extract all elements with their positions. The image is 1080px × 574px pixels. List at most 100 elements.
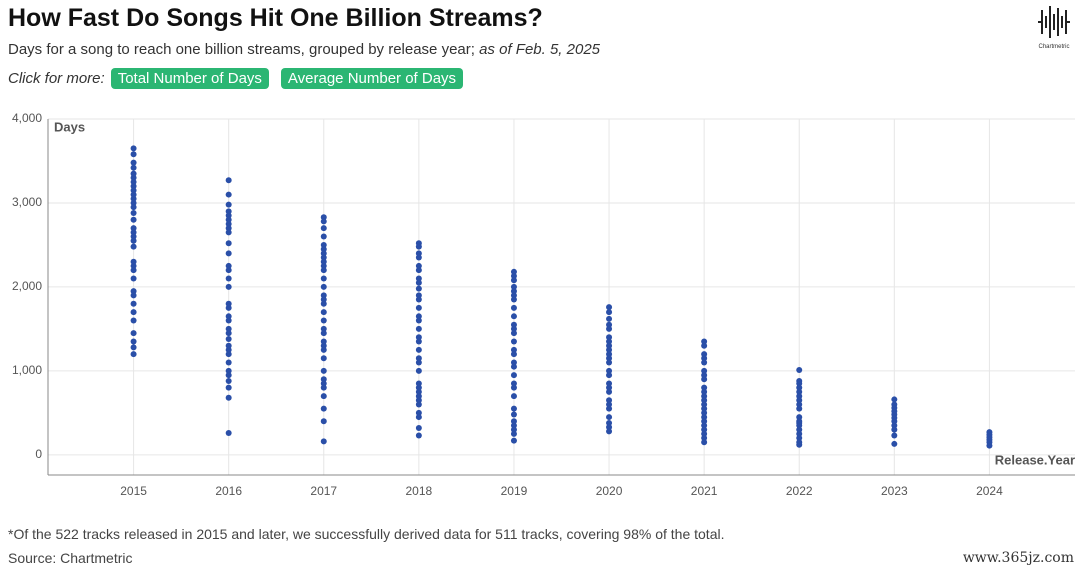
point [510,372,517,379]
point [415,393,422,400]
point [320,250,327,257]
point [320,393,327,400]
point [891,418,898,425]
point [510,405,517,412]
point [130,300,137,307]
point [130,351,137,358]
point [130,258,137,265]
point [701,393,708,400]
point [225,250,232,257]
point [415,380,422,387]
point [225,367,232,374]
point [320,296,327,303]
point [320,384,327,391]
point [606,428,613,435]
point [415,397,422,404]
point [320,292,327,299]
point [320,246,327,253]
point [320,342,327,349]
point [225,262,232,269]
point [701,405,708,412]
point [320,317,327,324]
point [225,330,232,337]
point [606,342,613,349]
logo-icon [1038,6,1070,38]
point [510,330,517,337]
point [510,304,517,311]
point [415,409,422,416]
point [320,218,327,225]
x-tick-label: 2020 [596,484,623,498]
x-tick-label: 2024 [976,484,1003,498]
point [130,204,137,211]
button[interactable]: Total Number of Days [110,68,269,89]
point [320,367,327,374]
point [415,262,422,269]
point [510,268,517,275]
point [130,174,137,181]
x-tick-label: 2021 [691,484,718,498]
point [130,216,137,223]
point [320,325,327,332]
point [225,283,232,290]
point [320,380,327,387]
point [320,330,327,337]
point [415,254,422,261]
point [320,233,327,240]
point [606,397,613,404]
point [415,267,422,274]
point [320,355,327,362]
button[interactable]: Average Number of Days [280,68,464,89]
point [225,430,232,437]
point [130,344,137,351]
point [320,254,327,261]
point [606,321,613,328]
point [415,317,422,324]
point [130,267,137,274]
x-tick-label: 2022 [786,484,813,498]
title: How Fast Do Songs Hit One Billion Stream… [8,4,543,32]
point [701,342,708,349]
point [320,418,327,425]
point [606,419,613,426]
point [415,285,422,292]
point [225,300,232,307]
point [225,212,232,219]
point [510,426,517,433]
x-tick-label: 2015 [120,484,147,498]
point [796,414,803,421]
point [225,240,232,247]
point [130,170,137,177]
point [415,432,422,439]
point [320,309,327,316]
point [606,304,613,311]
point [510,288,517,295]
point [415,414,422,421]
point [891,440,898,447]
point [225,304,232,311]
point [130,233,137,240]
point [225,177,232,184]
x-tick-label: 2017 [310,484,337,498]
point [606,401,613,408]
point [415,424,422,431]
logo: Chartmetric [1032,2,1076,50]
y-tick-label: 3,000 [12,195,42,209]
point [606,351,613,358]
more-row: Click for more: Total Number of Days Aver… [8,68,469,89]
point [510,359,517,366]
point [130,229,137,236]
point [225,216,232,223]
point [701,388,708,395]
point [225,351,232,358]
point [130,225,137,232]
point [796,384,803,391]
point [225,394,232,401]
point [225,220,232,227]
point [701,426,708,433]
point [606,334,613,341]
point [701,439,708,446]
point [415,355,422,362]
point [130,164,137,171]
point [796,435,803,442]
